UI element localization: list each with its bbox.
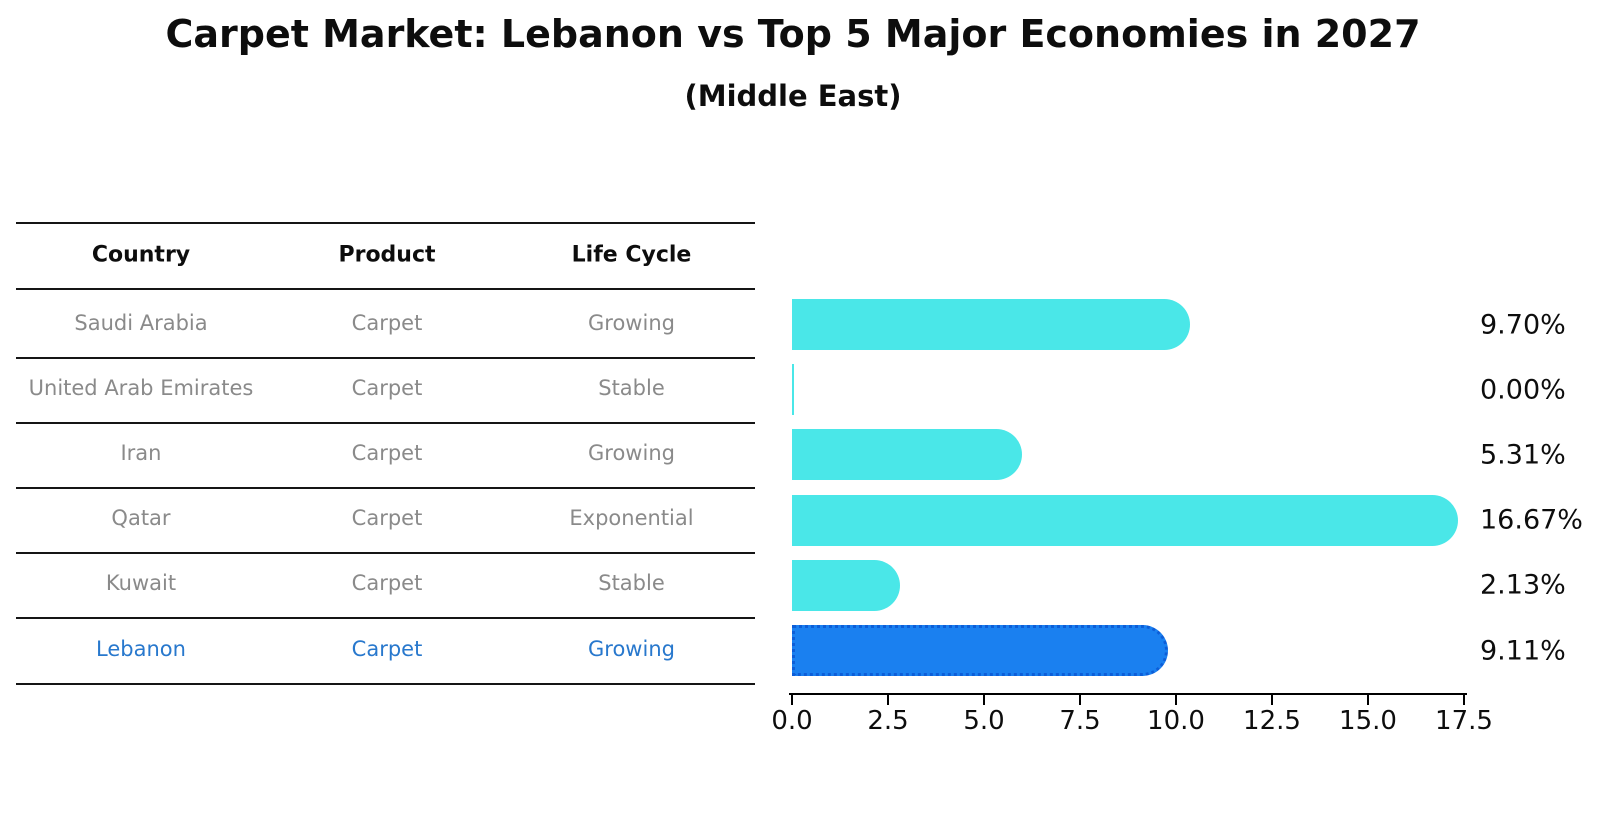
x-axis-tick bbox=[791, 694, 793, 705]
table-cell-country: United Arab Emirates bbox=[28, 375, 254, 400]
table-row-united-arab-emirates: United Arab Emirates Carpet Stable bbox=[16, 376, 755, 400]
bar-saudi-arabia bbox=[792, 299, 1191, 350]
x-axis-line bbox=[789, 693, 1467, 695]
table-cell-country: Iran bbox=[120, 440, 162, 465]
table-cell-country: Lebanon bbox=[96, 636, 186, 661]
bar-united-arab-emirates bbox=[792, 364, 794, 416]
x-axis-tick bbox=[1367, 694, 1369, 705]
bar-value-label-qatar: 16.67% bbox=[1480, 504, 1583, 536]
bar-qatar bbox=[792, 494, 1459, 546]
bar-value-label-kuwait: 2.13% bbox=[1480, 569, 1566, 601]
table-rule bbox=[16, 552, 755, 555]
x-axis-tick-label: 0.0 bbox=[771, 706, 813, 736]
table-cell-product: Carpet bbox=[351, 636, 423, 661]
table-cell-country: Saudi Arabia bbox=[74, 310, 208, 335]
table-cell-life-cycle: Stable bbox=[598, 375, 665, 400]
x-axis-tick-label: 17.5 bbox=[1435, 706, 1493, 736]
table-cell-product: Carpet bbox=[351, 375, 423, 400]
x-axis-tick-label: 10.0 bbox=[1147, 706, 1205, 736]
bar-value-label-iran: 5.31% bbox=[1480, 439, 1566, 471]
x-axis-tick-label: 12.5 bbox=[1243, 706, 1301, 736]
table-cell-life-cycle: Growing bbox=[588, 440, 675, 465]
x-axis-tick-label: 15.0 bbox=[1339, 706, 1397, 736]
x-axis-tick bbox=[1463, 694, 1465, 705]
chart-subtitle: (Middle East) bbox=[684, 79, 902, 113]
table-row-kuwait: Kuwait Carpet Stable bbox=[16, 571, 755, 595]
bar-iran bbox=[792, 429, 1022, 481]
bar-value-label-united-arab-emirates: 0.00% bbox=[1480, 374, 1566, 406]
table-row-saudi-arabia: Saudi Arabia Carpet Growing bbox=[16, 311, 755, 335]
table-cell-life-cycle: Exponential bbox=[569, 506, 694, 531]
table-header-country: Country bbox=[91, 242, 191, 268]
table-row-qatar: Qatar Carpet Exponential bbox=[16, 506, 755, 530]
table-header-product: Product bbox=[338, 242, 436, 268]
table-cell-life-cycle: Growing bbox=[588, 636, 675, 661]
x-axis-tick-label: 5.0 bbox=[963, 706, 1005, 736]
table-rule bbox=[16, 486, 755, 489]
x-axis-tick bbox=[887, 694, 889, 705]
chart-title: Carpet Market: Lebanon vs Top 5 Major Ec… bbox=[165, 12, 1421, 56]
table-rule bbox=[16, 617, 755, 620]
table-cell-product: Carpet bbox=[351, 310, 423, 335]
table-cell-country: Kuwait bbox=[105, 571, 177, 596]
table-cell-life-cycle: Stable bbox=[598, 571, 665, 596]
table-row-iran: Iran Carpet Growing bbox=[16, 441, 755, 465]
x-axis-tick-label: 7.5 bbox=[1059, 706, 1101, 736]
table-rule bbox=[16, 421, 755, 424]
table-row-lebanon: Lebanon Carpet Growing bbox=[16, 637, 755, 661]
table-rule bbox=[16, 288, 755, 290]
table-header-lifecycle: Life Cycle bbox=[571, 242, 692, 268]
table-cell-life-cycle: Growing bbox=[588, 310, 675, 335]
x-axis-tick-label: 2.5 bbox=[867, 706, 909, 736]
bar-value-label-lebanon: 9.11% bbox=[1480, 635, 1566, 666]
x-axis-tick bbox=[1079, 694, 1081, 705]
table-rule bbox=[16, 222, 755, 224]
table-cell-product: Carpet bbox=[351, 440, 423, 465]
x-axis-tick bbox=[1175, 694, 1177, 705]
table-cell-country: Qatar bbox=[111, 506, 171, 531]
bar-lebanon bbox=[792, 625, 1168, 676]
table-rule bbox=[16, 356, 755, 359]
bar-kuwait bbox=[792, 559, 900, 611]
x-axis-tick bbox=[1271, 694, 1273, 705]
bar-value-label-saudi-arabia: 9.70% bbox=[1480, 309, 1566, 340]
table-cell-product: Carpet bbox=[351, 506, 423, 531]
table-rule bbox=[16, 682, 755, 685]
table-cell-product: Carpet bbox=[351, 571, 423, 596]
x-axis-tick bbox=[983, 694, 985, 705]
table-header-row: Country Product Life Cycle bbox=[16, 243, 755, 268]
